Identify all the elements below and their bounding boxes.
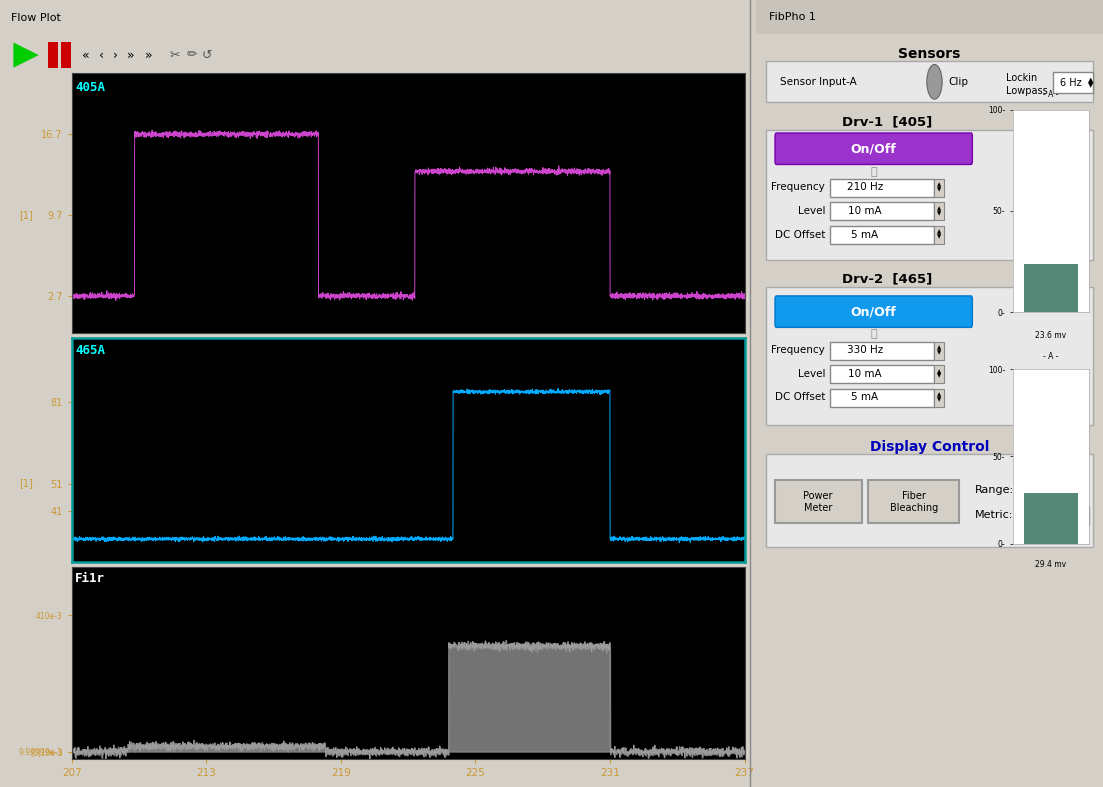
- Circle shape: [927, 65, 942, 99]
- Text: 330 Hz: 330 Hz: [847, 345, 884, 355]
- FancyBboxPatch shape: [765, 130, 1093, 260]
- FancyBboxPatch shape: [831, 342, 934, 360]
- Text: 23.6 mv: 23.6 mv: [1036, 331, 1067, 341]
- Text: DC Offset: DC Offset: [774, 230, 825, 239]
- Text: ‹: ‹: [99, 49, 105, 61]
- FancyBboxPatch shape: [934, 365, 944, 383]
- Text: ✏: ✏: [186, 49, 197, 61]
- Text: Range:: Range:: [974, 485, 1014, 494]
- FancyBboxPatch shape: [934, 202, 944, 220]
- Text: ▲: ▲: [1080, 485, 1084, 490]
- Text: Lowpass: Lowpass: [1006, 87, 1048, 96]
- FancyBboxPatch shape: [775, 296, 973, 327]
- FancyBboxPatch shape: [831, 226, 934, 244]
- Text: 210 Hz: 210 Hz: [847, 183, 884, 192]
- Text: 29.4 mv: 29.4 mv: [1036, 560, 1067, 569]
- Text: Metric:: Metric:: [974, 511, 1013, 520]
- Text: ▲: ▲: [938, 230, 942, 235]
- Text: ›: ›: [113, 49, 118, 61]
- Text: [1]: [1]: [19, 478, 33, 489]
- Text: Level: Level: [797, 369, 825, 379]
- Text: [1]: [1]: [19, 210, 33, 220]
- FancyBboxPatch shape: [831, 365, 934, 383]
- Text: 465A: 465A: [75, 345, 105, 357]
- Text: ▼: ▼: [938, 397, 942, 402]
- Text: ▲: ▲: [938, 393, 942, 397]
- Text: ↺: ↺: [202, 49, 212, 61]
- FancyBboxPatch shape: [868, 480, 959, 523]
- FancyBboxPatch shape: [934, 226, 944, 244]
- FancyBboxPatch shape: [831, 179, 934, 197]
- FancyBboxPatch shape: [934, 389, 944, 407]
- FancyBboxPatch shape: [934, 342, 944, 360]
- Text: »: »: [127, 49, 135, 61]
- Text: ✂: ✂: [170, 49, 180, 61]
- Text: «: «: [82, 49, 89, 61]
- Text: Drv-2  [465]: Drv-2 [465]: [843, 273, 933, 286]
- Text: Frequency: Frequency: [771, 345, 825, 355]
- Text: Fiber
Bleaching: Fiber Bleaching: [889, 491, 938, 513]
- Text: Fi1r: Fi1r: [75, 572, 105, 586]
- Text: ▲: ▲: [938, 183, 942, 187]
- Text: Flow Plot: Flow Plot: [11, 13, 61, 23]
- Text: 🔌: 🔌: [870, 167, 877, 176]
- FancyBboxPatch shape: [1052, 72, 1093, 93]
- Text: 5 mA: 5 mA: [852, 393, 879, 402]
- Text: ▲: ▲: [938, 369, 942, 374]
- Text: DC Offset: DC Offset: [774, 393, 825, 402]
- FancyBboxPatch shape: [765, 454, 1093, 547]
- Bar: [1024, 493, 1078, 544]
- Text: ▲: ▲: [938, 345, 942, 350]
- Text: - A -: - A -: [1043, 91, 1059, 99]
- Text: Lockin: Lockin: [1006, 73, 1037, 83]
- FancyBboxPatch shape: [831, 202, 934, 220]
- Text: 405A: 405A: [75, 81, 105, 94]
- Text: On/Off: On/Off: [850, 142, 897, 155]
- FancyBboxPatch shape: [765, 61, 1093, 102]
- Text: ▼: ▼: [938, 187, 942, 192]
- FancyBboxPatch shape: [774, 480, 861, 523]
- Bar: [49, 42, 58, 68]
- Text: 6 Hz: 6 Hz: [1060, 78, 1081, 87]
- Bar: [756, 0, 1103, 34]
- FancyBboxPatch shape: [831, 389, 934, 407]
- Text: - A -: - A -: [1043, 352, 1059, 360]
- Text: »: »: [146, 49, 152, 61]
- Text: 5 mA: 5 mA: [852, 230, 879, 239]
- Text: On/Off: On/Off: [850, 305, 897, 318]
- Text: None: None: [1025, 511, 1050, 520]
- Text: Sensor Input-A: Sensor Input-A: [780, 77, 857, 87]
- FancyBboxPatch shape: [775, 133, 973, 164]
- Text: Sensors: Sensors: [898, 46, 961, 61]
- Text: ▼: ▼: [1082, 512, 1088, 519]
- Text: FibPho 1: FibPho 1: [770, 13, 816, 22]
- Text: Drv-1  [405]: Drv-1 [405]: [843, 116, 933, 128]
- Text: 🔌: 🔌: [870, 330, 877, 339]
- Text: ▼: ▼: [1080, 494, 1084, 499]
- Bar: [61, 42, 71, 68]
- Text: Power
Meter: Power Meter: [803, 491, 833, 513]
- Text: 100 mv: 100 mv: [1015, 485, 1052, 494]
- Text: Frequency: Frequency: [771, 183, 825, 192]
- Text: ▼: ▼: [938, 211, 942, 216]
- FancyBboxPatch shape: [934, 179, 944, 197]
- Text: ▲: ▲: [938, 206, 942, 211]
- Text: Display Control: Display Control: [869, 440, 989, 454]
- Text: Level: Level: [797, 206, 825, 216]
- FancyBboxPatch shape: [1015, 506, 1089, 525]
- FancyBboxPatch shape: [1015, 480, 1079, 499]
- Text: Clip: Clip: [949, 77, 968, 87]
- Text: ▲
▼: ▲ ▼: [1089, 77, 1093, 88]
- Polygon shape: [13, 42, 39, 68]
- FancyBboxPatch shape: [1079, 480, 1086, 499]
- Text: 10 mA: 10 mA: [848, 206, 881, 216]
- Text: ▼: ▼: [938, 350, 942, 355]
- Text: ▼: ▼: [938, 374, 942, 379]
- FancyBboxPatch shape: [765, 287, 1093, 425]
- Text: ▼: ▼: [938, 235, 942, 239]
- Bar: [1024, 264, 1078, 312]
- Text: 10 mA: 10 mA: [848, 369, 881, 379]
